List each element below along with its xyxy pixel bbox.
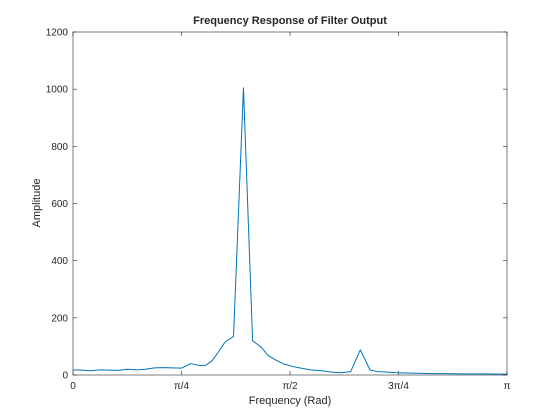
- series-line-0: [72, 87, 507, 375]
- series-layer: [72, 87, 507, 375]
- axis-ticks: 0 π/4 π/2 3π/4 π 0 200 400 600 800 1000 1200: [46, 28, 511, 393]
- x-tick-label-3: 3π/4: [388, 381, 409, 392]
- x-tick-label-4: π: [504, 381, 511, 392]
- chart-title: Frequency Response of Filter Output: [193, 15, 387, 27]
- x-tick-label-0: 0: [70, 381, 76, 392]
- axes-box: [72, 31, 508, 376]
- x-axis-label: Frequency (Rad): [249, 395, 332, 407]
- y-tick-label-4: 800: [51, 142, 68, 153]
- x-tick-label-2: π/2: [282, 381, 298, 392]
- x-tick-label-1: π/4: [174, 381, 190, 392]
- y-tick-label-2: 400: [51, 256, 68, 267]
- plot-area: [73, 32, 507, 375]
- y-tick-label-1: 200: [51, 313, 68, 324]
- y-axis-label: Amplitude: [31, 179, 43, 228]
- y-tick-label-0: 0: [62, 371, 68, 382]
- y-tick-label-5: 1000: [46, 85, 69, 96]
- y-tick-label-6: 1200: [46, 28, 69, 39]
- y-tick-label-3: 600: [51, 199, 68, 210]
